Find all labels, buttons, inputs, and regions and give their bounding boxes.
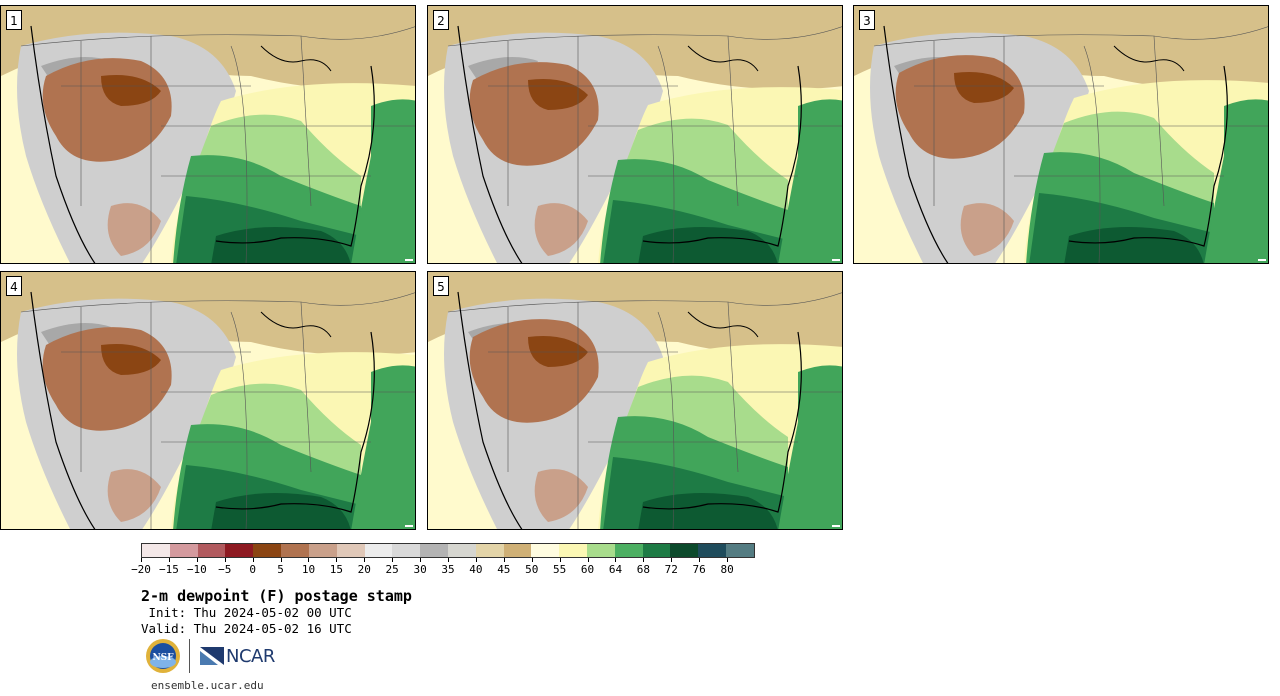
colorbar-tick bbox=[531, 558, 533, 562]
colorbar-swatch bbox=[531, 544, 560, 557]
colorbar-tick bbox=[699, 558, 701, 562]
colorbar-swatch bbox=[197, 544, 226, 557]
colorbar-tick bbox=[587, 558, 589, 562]
colorbar-tick-label: 55 bbox=[553, 563, 567, 576]
colorbar-tick bbox=[503, 558, 505, 562]
colorbar-tick bbox=[141, 558, 142, 562]
dewpoint-map-3 bbox=[854, 6, 1268, 263]
colorbar-tick-label: 64 bbox=[608, 563, 623, 576]
logo-strip: NSF NCAR bbox=[145, 637, 275, 675]
colorbar-swatch bbox=[169, 544, 198, 557]
ncar-logo-text: NCAR bbox=[226, 645, 275, 667]
colorbar-swatch bbox=[503, 544, 532, 557]
colorbar-tick bbox=[643, 558, 645, 562]
panel-number-label: 3 bbox=[859, 10, 875, 30]
panel-number-label: 2 bbox=[433, 10, 449, 30]
colorbar-tick-label: −10 bbox=[186, 563, 207, 576]
colorbar-tick bbox=[168, 558, 170, 562]
colorbar-swatch bbox=[308, 544, 337, 557]
colorbar-tick bbox=[364, 558, 366, 562]
colorbar-swatch bbox=[142, 544, 170, 557]
panel-number-label: 4 bbox=[6, 276, 22, 296]
corner-mark bbox=[832, 525, 840, 527]
colorbar-swatch bbox=[475, 544, 504, 557]
colorbar-tick bbox=[420, 558, 422, 562]
colorbar-swatch bbox=[614, 544, 643, 557]
colorbar-tick bbox=[280, 558, 282, 562]
colorbar-tick-label: 80 bbox=[720, 563, 734, 576]
colorbar-swatch bbox=[587, 544, 615, 557]
colorbar-tick-label: 50 bbox=[525, 563, 539, 576]
colorbar-tick-label: 45 bbox=[497, 563, 511, 576]
colorbar-tick-label: 30 bbox=[413, 563, 427, 576]
nsf-logo-text: NSF bbox=[152, 653, 174, 663]
colorbar-swatch bbox=[726, 544, 754, 557]
colorbar-tick-label: 15 bbox=[329, 563, 343, 576]
colorbar-tick-label: 25 bbox=[385, 563, 399, 576]
colorbar-tick bbox=[196, 558, 198, 562]
colorbar-tick-label: 10 bbox=[301, 563, 316, 576]
colorbar-tick-label: −15 bbox=[158, 563, 179, 576]
colorbar-tick-label: −20 bbox=[131, 563, 151, 576]
colorbar-tick bbox=[475, 558, 477, 562]
colorbar-tick bbox=[559, 558, 561, 562]
colorbar-tick-label: −5 bbox=[218, 563, 232, 576]
colorbar-swatch bbox=[336, 544, 365, 557]
site-url: ensemble.ucar.edu bbox=[151, 679, 264, 692]
panel-number-label: 1 bbox=[6, 10, 22, 30]
colorbar-tick bbox=[615, 558, 617, 562]
corner-mark bbox=[405, 525, 413, 527]
logo-divider bbox=[189, 639, 190, 673]
colorbar-swatch bbox=[447, 544, 476, 557]
colorbar-swatch bbox=[253, 544, 282, 557]
ensemble-member-panel-3[interactable]: 3 bbox=[853, 5, 1269, 264]
colorbar-swatch bbox=[698, 544, 727, 557]
corner-mark bbox=[1258, 259, 1266, 261]
valid-time: Valid: Thu 2024-05-02 16 UTC bbox=[141, 621, 352, 636]
panel-number-label: 5 bbox=[433, 276, 449, 296]
corner-mark bbox=[832, 259, 840, 261]
ensemble-member-panel-4[interactable]: 4 bbox=[0, 271, 416, 530]
nsf-logo-icon: NSF bbox=[146, 639, 180, 673]
colorbar-swatch bbox=[225, 544, 254, 557]
colorbar-tick bbox=[392, 558, 394, 562]
dewpoint-map-5 bbox=[428, 272, 842, 529]
colorbar-swatch bbox=[281, 544, 309, 557]
colorbar-tick-label: 35 bbox=[441, 563, 455, 576]
colorbar-swatch bbox=[364, 544, 393, 557]
init-time: Init: Thu 2024-05-02 00 UTC bbox=[141, 605, 352, 620]
colorbar-tick-label: 40 bbox=[469, 563, 483, 576]
colorbar-tick-label: 68 bbox=[636, 563, 650, 576]
colorbar-tick-label: 0 bbox=[249, 563, 256, 576]
colorbar-tick-label: 5 bbox=[277, 563, 284, 576]
colorbar-tick-label: 20 bbox=[357, 563, 371, 576]
colorbar-tick-label: 76 bbox=[692, 563, 706, 576]
colorbar-tick-label: 72 bbox=[664, 563, 678, 576]
ensemble-member-panel-2[interactable]: 2 bbox=[427, 5, 843, 264]
colorbar-tick bbox=[336, 558, 338, 562]
colorbar-tick bbox=[252, 558, 254, 562]
colorbar-swatch bbox=[642, 544, 671, 557]
colorbar-swatch bbox=[559, 544, 587, 557]
colorbar-tick bbox=[224, 558, 226, 562]
colorbar-swatch bbox=[420, 544, 448, 557]
figure-title: 2-m dewpoint (F) postage stamp bbox=[141, 587, 412, 605]
ncar-logo-icon bbox=[200, 647, 224, 665]
corner-mark bbox=[405, 259, 413, 261]
dewpoint-map-2 bbox=[428, 6, 842, 263]
colorbar-tick bbox=[308, 558, 310, 562]
ensemble-member-panel-1[interactable]: 1 bbox=[0, 5, 416, 264]
colorbar-swatch bbox=[392, 544, 421, 557]
ensemble-member-panel-5[interactable]: 5 bbox=[427, 271, 843, 530]
colorbar-tick bbox=[727, 558, 729, 562]
dewpoint-map-4 bbox=[1, 272, 415, 529]
dewpoint-colorbar bbox=[141, 543, 755, 558]
colorbar-tick-labels: −20 −15 −10 −5 0 5 10 15 20 25 30 35 40 45 50 55 60 64 68 7… bbox=[131, 558, 755, 580]
colorbar-tick bbox=[671, 558, 673, 562]
colorbar-tick bbox=[448, 558, 449, 562]
colorbar-swatch bbox=[670, 544, 699, 557]
colorbar-tick-label: 60 bbox=[580, 563, 595, 576]
dewpoint-map-1 bbox=[1, 6, 415, 263]
